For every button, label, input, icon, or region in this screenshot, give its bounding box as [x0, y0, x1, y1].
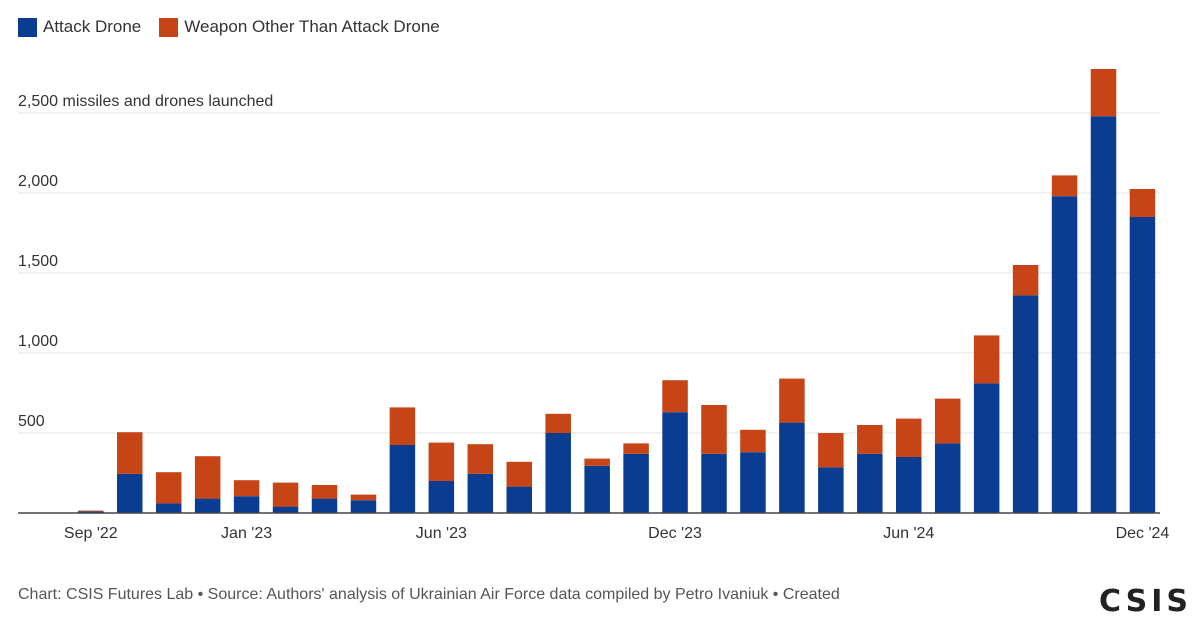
- bar-other-weapon: [428, 442, 455, 481]
- bar-other-weapon: [973, 335, 1000, 384]
- bar-attack-drone: [934, 443, 961, 513]
- bar-other-weapon: [233, 480, 260, 497]
- bar-attack-drone: [506, 486, 532, 513]
- bar-other-weapon: [117, 432, 143, 474]
- bar-other-weapon: [78, 510, 104, 512]
- bar-attack-drone: [662, 412, 688, 513]
- bar-other-weapon: [779, 378, 805, 423]
- source-footer: Chart: CSIS Futures Lab • Source: Author…: [18, 586, 840, 603]
- bar-attack-drone: [857, 453, 883, 513]
- bar-attack-drone: [428, 481, 455, 513]
- bar-other-weapon: [545, 413, 571, 433]
- bar-attack-drone: [1012, 295, 1039, 513]
- x-tick-label: Sep '22: [64, 525, 118, 542]
- y-tick-label: 1,500: [18, 253, 58, 270]
- bar-attack-drone: [350, 500, 377, 513]
- bar-attack-drone: [233, 496, 260, 513]
- bar-attack-drone: [311, 498, 338, 513]
- x-tick-label: Jan '23: [221, 525, 272, 542]
- bar-other-weapon: [1090, 69, 1117, 117]
- bar-other-weapon: [584, 458, 610, 466]
- bar-other-weapon: [194, 456, 221, 499]
- bars: [78, 69, 1156, 513]
- y-axis-labels: 500 1,000 1,500 2,000 2,500 missiles and dro…: [18, 93, 273, 430]
- csis-logo: CSIS: [1099, 584, 1192, 619]
- x-tick-label: Dec '23: [648, 525, 702, 542]
- legend-swatch-attack-drone: [18, 17, 37, 37]
- bar-attack-drone: [272, 506, 299, 513]
- legend-label-other-weapon: Weapon Other Than Attack Drone: [184, 17, 440, 36]
- bar-attack-drone: [896, 457, 922, 513]
- legend-label-attack-drone: Attack Drone: [43, 17, 142, 36]
- bar-other-weapon: [1051, 175, 1078, 197]
- x-axis-labels: Sep '22 Jan '23 Jun '23 Dec '23 Jun '24 Dec '…: [64, 525, 1170, 542]
- bar-attack-drone: [1051, 196, 1078, 513]
- bar-attack-drone: [818, 467, 844, 513]
- y-tick-label: 2,500 missiles and drones launched: [18, 93, 273, 110]
- bar-other-weapon: [311, 485, 338, 499]
- bar-attack-drone: [78, 511, 104, 513]
- bar-other-weapon: [506, 461, 532, 487]
- legend: Attack Drone Weapon Other Than Attack Dr…: [18, 17, 440, 37]
- bar-other-weapon: [934, 398, 961, 444]
- bar-other-weapon: [350, 494, 377, 501]
- bar-attack-drone: [155, 503, 182, 513]
- bar-other-weapon: [818, 433, 844, 468]
- bar-attack-drone: [779, 422, 805, 513]
- bar-other-weapon: [623, 443, 649, 454]
- bar-other-weapon: [896, 418, 922, 457]
- bar-attack-drone: [584, 465, 610, 513]
- y-tick-label: 1,000: [18, 333, 58, 350]
- bar-other-weapon: [740, 429, 766, 453]
- x-tick-label: Jun '23: [416, 525, 467, 542]
- legend-item-other-weapon: Weapon Other Than Attack Drone: [159, 17, 440, 37]
- bar-attack-drone: [117, 473, 143, 513]
- gridlines: [18, 112, 1160, 434]
- bar-attack-drone: [623, 453, 649, 513]
- bar-other-weapon: [389, 407, 416, 445]
- bar-attack-drone: [1129, 217, 1156, 513]
- bar-attack-drone: [740, 452, 766, 513]
- bar-attack-drone: [389, 445, 416, 513]
- legend-item-attack-drone: Attack Drone: [18, 17, 141, 37]
- legend-swatch-other-weapon: [159, 17, 179, 37]
- bar-other-weapon: [155, 472, 182, 504]
- stacked-bar-chart: 500 1,000 1,500 2,000 2,500 missiles and dro…: [18, 69, 1170, 542]
- bar-other-weapon: [857, 425, 883, 454]
- bar-attack-drone: [973, 383, 1000, 513]
- bar-attack-drone: [467, 473, 494, 513]
- bar-other-weapon: [272, 482, 299, 507]
- bar-attack-drone: [545, 433, 571, 513]
- bar-other-weapon: [1129, 189, 1156, 217]
- y-tick-label: 500: [18, 413, 45, 430]
- bar-attack-drone: [701, 453, 727, 513]
- bar-other-weapon: [467, 444, 494, 474]
- x-tick-label: Dec '24: [1116, 525, 1170, 542]
- bar-other-weapon: [701, 405, 727, 454]
- bar-attack-drone: [194, 498, 221, 513]
- bar-attack-drone: [1090, 116, 1117, 513]
- x-tick-label: Jun '24: [883, 525, 934, 542]
- y-tick-label: 2,000: [18, 173, 58, 190]
- bar-other-weapon: [662, 380, 688, 413]
- bar-other-weapon: [1012, 265, 1039, 296]
